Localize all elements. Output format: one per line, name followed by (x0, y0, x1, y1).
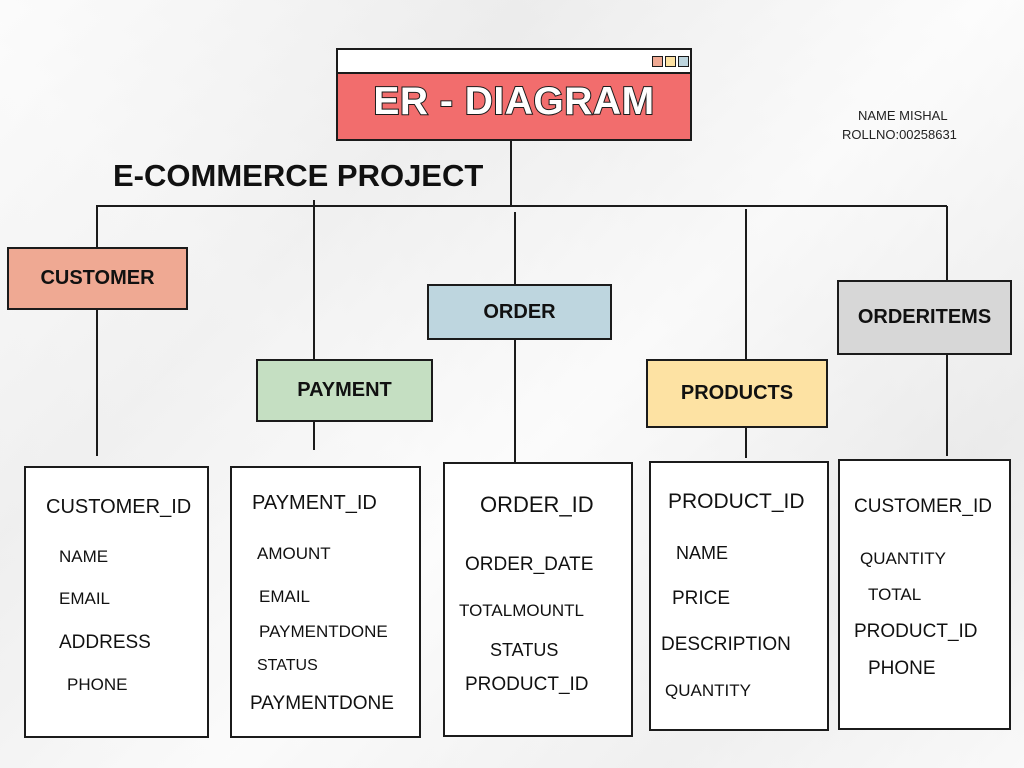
payment-attributes-box: PAYMENT_ID AMOUNT EMAIL PAYMENTDONE STAT… (230, 466, 421, 738)
project-subtitle: E-COMMERCE PROJECT (113, 158, 484, 193)
payment-attribute: PAYMENT_ID (252, 492, 377, 514)
title-window: ER - DIAGRAM (336, 48, 692, 141)
customer-attribute: ADDRESS (59, 632, 151, 653)
payment-attribute: PAYMENTDONE (259, 622, 388, 641)
orderitems-attributes-box: CUSTOMER_ID QUANTITY TOTAL PRODUCT_ID PH… (838, 459, 1011, 730)
order-attribute: ORDER_DATE (465, 554, 594, 575)
entity-orderitems: ORDERITEMS (837, 280, 1012, 355)
window-dot-3 (678, 56, 689, 67)
order-attribute: STATUS (490, 640, 559, 660)
products-attribute: QUANTITY (665, 681, 751, 700)
order-attribute: TOTALMOUNTL (459, 601, 584, 620)
payment-attribute: STATUS (257, 657, 318, 674)
orderitems-attribute: CUSTOMER_ID (854, 496, 992, 517)
author-name: NAME MISHAL (858, 108, 948, 123)
customer-attribute: CUSTOMER_ID (46, 496, 192, 518)
products-attribute: NAME (676, 543, 729, 563)
payment-attribute: EMAIL (259, 587, 311, 606)
order-attribute: PRODUCT_ID (465, 674, 589, 695)
entity-order: ORDER (427, 284, 612, 340)
diagram-title: ER - DIAGRAM (372, 79, 655, 124)
orderitems-attribute: PHONE (868, 658, 936, 679)
window-dot-1 (652, 56, 663, 67)
author-roll-number: ROLLNO:00258631 (842, 127, 957, 142)
entity-customer: CUSTOMER (7, 247, 188, 310)
customer-attribute: EMAIL (59, 589, 111, 608)
window-title-bar (338, 50, 690, 74)
products-attribute: PRICE (672, 588, 731, 609)
order-attributes-box: ORDER_ID ORDER_DATE TOTALMOUNTL STATUS P… (443, 462, 633, 737)
orderitems-attribute: QUANTITY (860, 549, 946, 568)
entity-payment: PAYMENT (256, 359, 433, 422)
order-attribute: ORDER_ID (480, 492, 594, 517)
customer-attributes-box: CUSTOMER_ID NAME EMAIL ADDRESS PHONE (24, 466, 209, 738)
payment-attribute: PAYMENTDONE (250, 693, 394, 714)
products-attribute: PRODUCT_ID (668, 490, 805, 513)
orderitems-attribute: PRODUCT_ID (854, 621, 978, 642)
entity-products: PRODUCTS (646, 359, 828, 428)
customer-attribute: PHONE (67, 675, 128, 694)
payment-attribute: AMOUNT (257, 544, 331, 563)
products-attribute: DESCRIPTION (661, 634, 791, 655)
orderitems-attribute: TOTAL (868, 585, 922, 604)
products-attributes-box: PRODUCT_ID NAME PRICE DESCRIPTION QUANTI… (649, 461, 829, 731)
customer-attribute: NAME (59, 547, 109, 566)
window-dot-2 (665, 56, 676, 67)
